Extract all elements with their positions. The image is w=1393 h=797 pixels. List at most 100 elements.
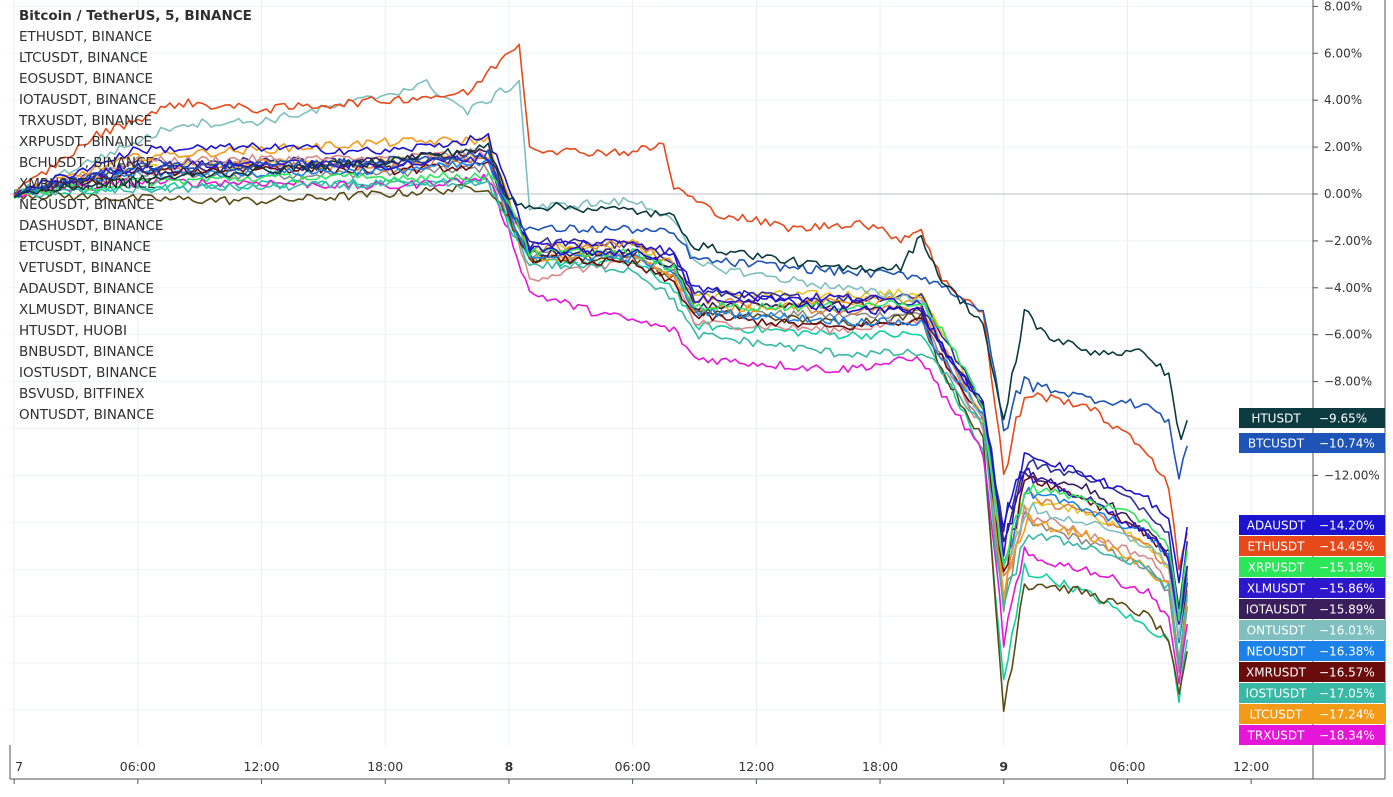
value-label-name: ONTUSDT — [1247, 624, 1306, 638]
value-label-btcusdt: BTCUSDT −10.74% — [1239, 433, 1385, 453]
value-label-value-bg — [1313, 683, 1385, 703]
series-line-htusdt — [13, 142, 1188, 441]
legend-item[interactable]: XRPUSDT, BINANCE — [19, 134, 153, 150]
value-label-value: −15.89% — [1319, 603, 1375, 617]
legend-item[interactable]: ETHUSDT, BINANCE — [19, 29, 153, 45]
y-tick-label: −4.00% — [1324, 281, 1372, 295]
value-label-name: IOTAUSDT — [1246, 603, 1307, 617]
symbol-legend: Bitcoin / TetherUS, 5, BINANCE ETHUSDT, … — [19, 6, 252, 426]
value-label-value: −15.18% — [1319, 561, 1375, 575]
legend-item[interactable]: XMRUSDT, BINANCE — [19, 176, 156, 192]
value-label-name-bg — [1239, 557, 1313, 577]
x-tick-label: 8 — [505, 759, 514, 774]
chart-title: Bitcoin / TetherUS, 5, BINANCE — [19, 8, 252, 24]
series-line-xrpusdt — [13, 171, 1188, 622]
value-label-name-bg — [1239, 725, 1313, 745]
legend-item[interactable]: BNBUSDT, BINANCE — [19, 344, 154, 360]
value-label-name-bg — [1239, 536, 1313, 556]
y-tick-label: −2.00% — [1324, 234, 1372, 248]
legend-item[interactable]: EOSUSDT, BINANCE — [19, 71, 154, 87]
legend-item[interactable]: XLMUSDT, BINANCE — [19, 302, 154, 318]
legend-item[interactable]: IOTAUSDT, BINANCE — [19, 92, 157, 108]
value-label-ltcusdt: LTCUSDT −17.24% — [1239, 704, 1385, 724]
value-label-htusdt: HTUSDT −9.65% — [1239, 408, 1385, 428]
x-tick-label: 06:00 — [1109, 759, 1145, 774]
value-label-name-bg — [1239, 515, 1313, 535]
legend-item[interactable]: BSVUSD, BITFINEX — [19, 386, 145, 402]
legend-item[interactable]: BCHUSDT, BINANCE — [19, 155, 154, 171]
value-label-value: −18.34% — [1319, 729, 1375, 743]
value-label-value-bg — [1313, 620, 1385, 640]
value-label-value: −10.74% — [1319, 437, 1375, 451]
value-label-value: −17.05% — [1319, 687, 1375, 701]
y-tick-label: −12.00% — [1324, 468, 1380, 482]
value-label-name-bg — [1239, 641, 1313, 661]
legend-item[interactable]: TRXUSDT, BINANCE — [19, 113, 153, 129]
value-label-name: TRXUSDT — [1247, 729, 1306, 743]
series-line-ethusdt — [13, 43, 1188, 571]
value-label-neousdt: NEOUSDT −16.38% — [1239, 641, 1385, 661]
series-line-bsvusd — [13, 163, 1188, 674]
value-label-value: −17.24% — [1319, 708, 1375, 722]
y-tick-label: 2.00% — [1324, 140, 1362, 154]
value-label-name-bg — [1239, 408, 1313, 428]
value-label-ethusdt: ETHUSDT −14.45% — [1239, 536, 1385, 556]
value-label-iotausdt: IOTAUSDT −15.89% — [1239, 599, 1385, 619]
value-label-name: HTUSDT — [1251, 412, 1301, 426]
value-label-name-bg — [1239, 662, 1313, 682]
value-label-xlmusdt: XLMUSDT −15.86% — [1239, 578, 1385, 598]
series-line-trxusdt — [13, 173, 1188, 685]
value-label-name-bg — [1239, 433, 1313, 453]
value-label-value-bg — [1313, 725, 1385, 745]
value-label-name: ADAUSDT — [1247, 519, 1306, 533]
x-tick-label: 12:00 — [244, 759, 280, 774]
series-line-adausdt — [13, 132, 1188, 584]
value-label-value: −14.45% — [1319, 540, 1375, 554]
legend-item[interactable]: LTCUSDT, BINANCE — [19, 50, 148, 66]
legend-item[interactable]: HTUSDT, HUOBI — [19, 323, 127, 339]
legend-item[interactable]: ETCUSDT, BINANCE — [19, 239, 151, 255]
y-tick-label: 6.00% — [1324, 46, 1362, 60]
value-label-name-bg — [1239, 683, 1313, 703]
legend-item[interactable]: DASHUSDT, BINANCE — [19, 218, 164, 234]
value-label-name: XLMUSDT — [1247, 582, 1306, 596]
y-tick-label: 4.00% — [1324, 93, 1362, 107]
value-label-name: ETHUSDT — [1248, 540, 1306, 554]
value-label-name: XRPUSDT — [1248, 561, 1305, 575]
value-label-value: −16.38% — [1319, 645, 1375, 659]
value-label-adausdt: ADAUSDT −14.20% — [1239, 515, 1385, 535]
legend-item[interactable]: NEOUSDT, BINANCE — [19, 197, 155, 213]
value-label-value-bg — [1313, 599, 1385, 619]
series-line-xmrusdt — [13, 161, 1188, 644]
value-label-xmrusdt: XMRUSDT −16.57% — [1239, 662, 1385, 682]
y-tick-label: −6.00% — [1324, 328, 1372, 342]
y-tick-label: −8.00% — [1324, 375, 1372, 389]
value-label-name: BTCUSDT — [1248, 437, 1305, 451]
value-label-value-bg — [1313, 662, 1385, 682]
value-label-value-bg — [1313, 433, 1385, 453]
legend-item[interactable]: VETUSDT, BINANCE — [19, 260, 152, 276]
value-label-name: LTCUSDT — [1249, 708, 1303, 722]
y-tick-label: 8.00% — [1324, 0, 1362, 13]
series-line-etcusdt — [13, 175, 1188, 704]
value-label-name-bg — [1239, 620, 1313, 640]
y-axis-labels: 8.00% 6.00% 4.00% 2.00% 0.00% −2.00% −4.00% −6.… — [1313, 0, 1380, 482]
series-value-labels: HTUSDT −9.65% BTCUSDT −10.74% ADAUSDT −14.20%… — [1239, 408, 1385, 745]
value-label-ontusdt: ONTUSDT −16.01% — [1239, 620, 1385, 640]
value-label-value: −15.86% — [1319, 582, 1375, 596]
value-label-value: −9.65% — [1319, 412, 1367, 426]
x-tick-label: 12:00 — [738, 759, 774, 774]
legend-item[interactable]: ONTUSDT, BINANCE — [19, 407, 155, 423]
x-tick-label: 06:00 — [120, 759, 156, 774]
value-label-xrpusdt: XRPUSDT −15.18% — [1239, 557, 1385, 577]
value-label-value-bg — [1313, 578, 1385, 598]
legend-item[interactable]: ADAUSDT, BINANCE — [19, 281, 154, 297]
y-tick-label: 0.00% — [1324, 187, 1362, 201]
value-label-name: NEOUSDT — [1247, 645, 1307, 659]
x-tick-label: 12:00 — [1233, 759, 1269, 774]
value-label-iostusdt: IOSTUSDT −17.05% — [1239, 683, 1385, 703]
x-tick-label: 18:00 — [367, 759, 403, 774]
series-line-iostusdt — [13, 179, 1188, 665]
legend-item[interactable]: IOSTUSDT, BINANCE — [19, 365, 157, 381]
